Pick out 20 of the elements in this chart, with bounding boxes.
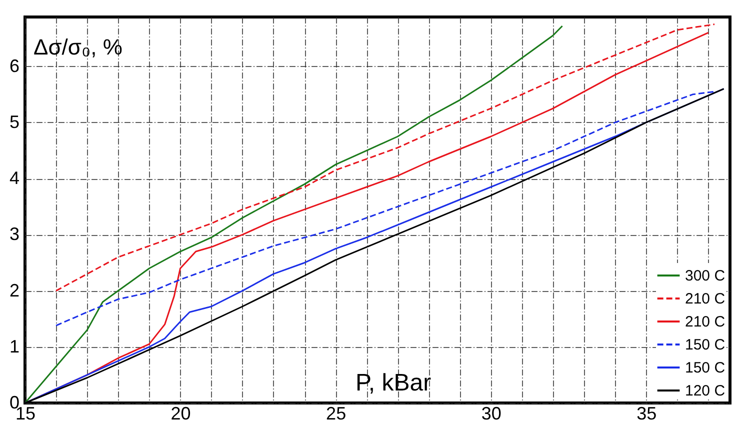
line-series (55, 90, 716, 326)
x-tick-label: 20 (170, 404, 191, 424)
x-axis-title: P, kBar (356, 370, 432, 396)
x-tick-label: 30 (481, 404, 502, 424)
y-tick-label: 3 (9, 224, 20, 244)
x-tick-label: 35 (636, 404, 657, 424)
y-tick-label: 5 (9, 112, 20, 132)
legend-label: 210 C (685, 314, 726, 330)
y-tick-label: 4 (9, 168, 20, 188)
line-series (24, 25, 564, 404)
y-tick-label: 6 (9, 56, 20, 76)
x-tick-label: 25 (326, 404, 346, 424)
legend-label: 120 C (685, 382, 726, 400)
y-axis-title: Δσ/σ₀, % (34, 34, 122, 60)
legend-label: 300 C (685, 268, 726, 284)
legend-label: 150 C (685, 360, 726, 376)
legend-label: 210 C (685, 290, 726, 308)
y-tick-label: 2 (9, 280, 20, 300)
legend-label: 150 C (685, 336, 726, 354)
y-tick-label: 1 (9, 336, 20, 356)
